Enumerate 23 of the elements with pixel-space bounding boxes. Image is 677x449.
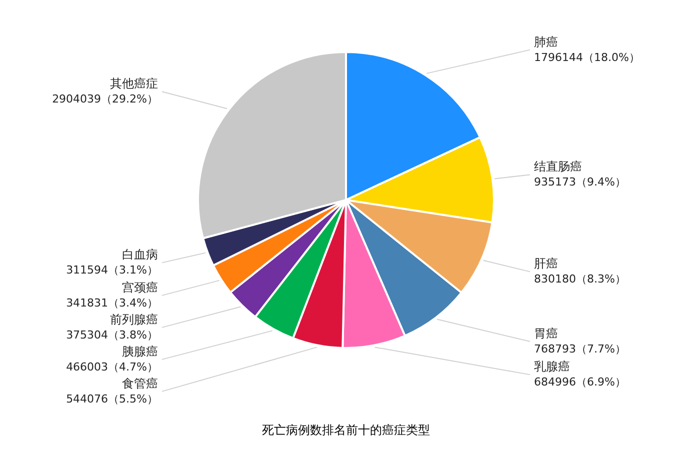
data-label: 2904039（29.2%） — [52, 92, 158, 106]
data-label: 830180（8.3%） — [534, 272, 626, 286]
slice-label: 其他癌症 — [110, 76, 158, 91]
slice-label: 乳腺癌 — [534, 360, 570, 374]
slice-label: 结直肠癌 — [534, 160, 582, 174]
data-label: 466003（4.7%） — [66, 360, 158, 374]
data-label: 768793（7.7%） — [534, 342, 626, 356]
data-label: 1796144（18.0%） — [534, 50, 640, 64]
data-label: 341831（3.4%） — [66, 296, 158, 310]
data-label: 544076（5.5%） — [66, 392, 158, 406]
data-label: 375304（3.8%） — [66, 328, 158, 342]
slice-label: 食管癌 — [122, 376, 158, 390]
text: 死亡病例数排名前十的癌症类型 — [262, 423, 430, 437]
data-label: 311594（3.1%） — [66, 264, 158, 277]
slice-label: 胃癌 — [534, 326, 558, 340]
slice-label: 肝癌 — [534, 256, 558, 271]
data-label: 684996（6.9%） — [534, 376, 626, 389]
data-label: 935173（9.4%） — [534, 176, 626, 189]
slice-label: 胰腺癌 — [122, 344, 158, 358]
slice-label: 前列腺癌 — [110, 312, 158, 326]
slice-label: 肺癌 — [534, 34, 558, 49]
slice-label: 白血病 — [122, 248, 158, 262]
slice-label: 宫颈癌 — [122, 280, 158, 294]
